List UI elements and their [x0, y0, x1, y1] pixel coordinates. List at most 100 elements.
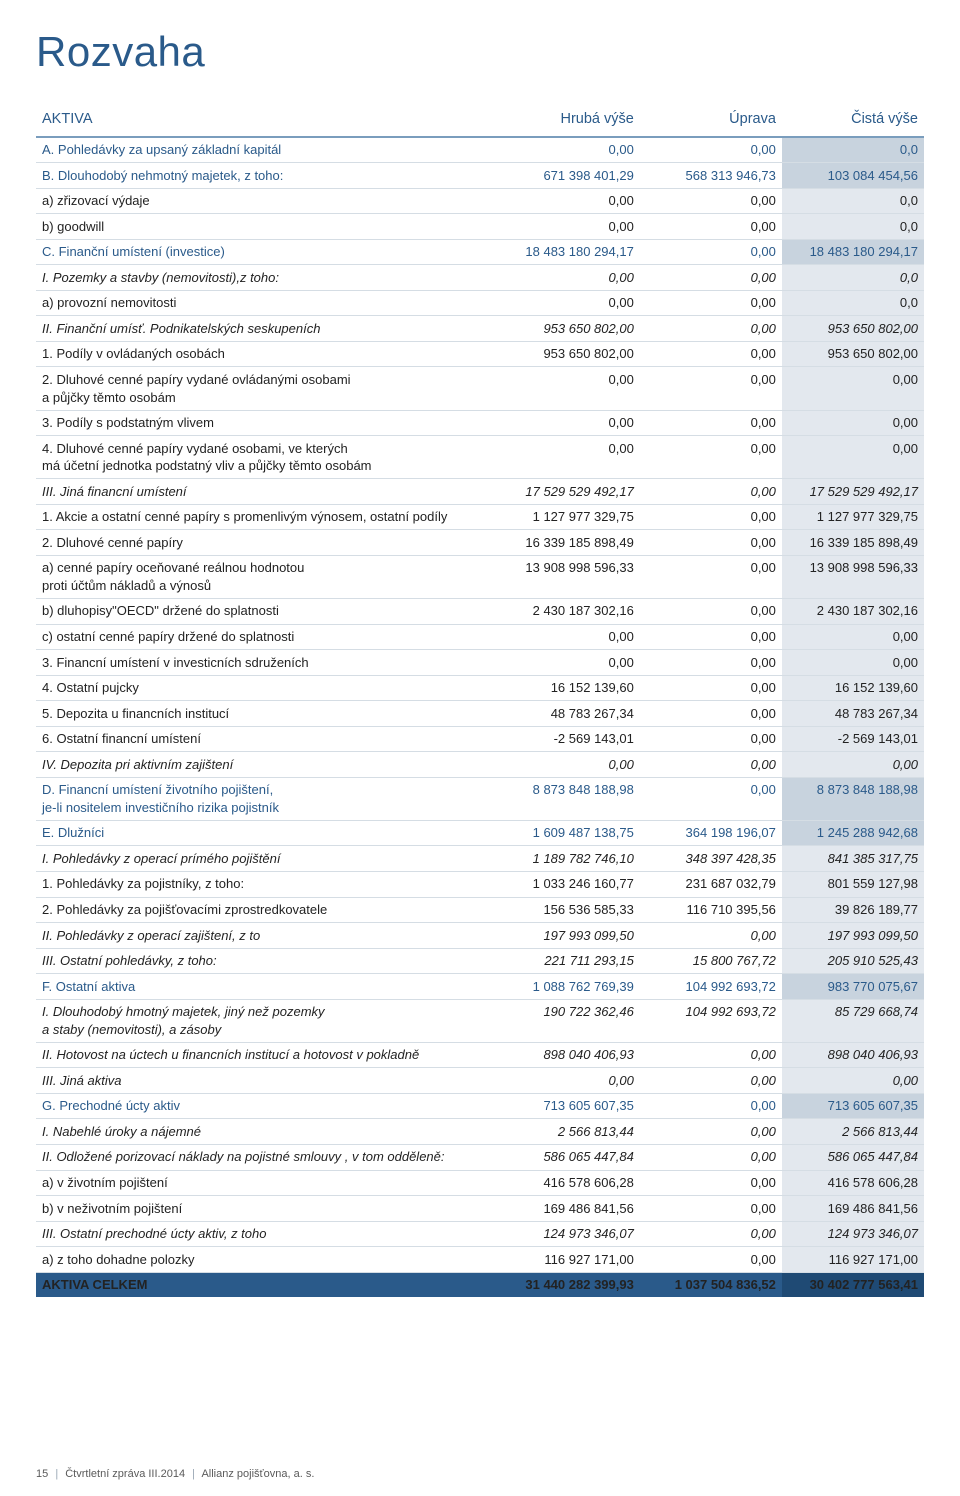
row-value: 953 650 802,00 [782, 341, 924, 367]
table-row: III. Ostatní prechodné úcty aktiv, z toh… [36, 1221, 924, 1247]
row-label: II. Pohledávky z operací zajištení, z to [36, 923, 498, 949]
row-value: 0,0 [782, 290, 924, 316]
table-row: 2. Dluhové cenné papíry vydané ovládaným… [36, 367, 924, 410]
table-row: 5. Depozita u financních institucí48 783… [36, 701, 924, 727]
row-value: 1 088 762 769,39 [498, 974, 640, 1000]
col-header-net: Čistá výše [782, 104, 924, 137]
table-row: II. Hotovost na úctech u financních inst… [36, 1042, 924, 1068]
row-value: 898 040 406,93 [498, 1042, 640, 1068]
table-row: AKTIVA CELKEM31 440 282 399,931 037 504 … [36, 1272, 924, 1297]
row-value: 0,00 [640, 316, 782, 342]
row-label: A. Pohledávky za upsaný základní kapitál [36, 137, 498, 163]
row-value: 16 152 139,60 [782, 675, 924, 701]
table-row: II. Pohledávky z operací zajištení, z to… [36, 923, 924, 949]
table-row: A. Pohledávky za upsaný základní kapitál… [36, 137, 924, 163]
row-value: 0,00 [640, 726, 782, 752]
row-value: 0,00 [640, 367, 782, 410]
table-row: I. Pozemky a stavby (nemovitosti),z toho… [36, 265, 924, 291]
table-row: I. Nabehlé úroky a nájemné2 566 813,440,… [36, 1119, 924, 1145]
table-row: a) v životním pojištení416 578 606,280,0… [36, 1170, 924, 1196]
row-label: a) zřizovací výdaje [36, 188, 498, 214]
row-value: 116 710 395,56 [640, 897, 782, 923]
row-value: 713 605 607,35 [498, 1093, 640, 1119]
footer-page: 15 [36, 1468, 48, 1480]
row-value: 156 536 585,33 [498, 897, 640, 923]
table-row: 3. Financní umístení v investicních sdru… [36, 650, 924, 676]
row-label: I. Dlouhodobý hmotný majetek, jiný než p… [36, 999, 498, 1042]
row-value: 2 430 187 302,16 [498, 598, 640, 624]
row-label: B. Dlouhodobý nehmotný majetek, z toho: [36, 163, 498, 189]
row-value: 0,00 [498, 214, 640, 240]
row-value: 1 033 246 160,77 [498, 871, 640, 897]
row-value: 231 687 032,79 [640, 871, 782, 897]
row-label: 5. Depozita u financních institucí [36, 701, 498, 727]
row-value: 0,00 [640, 1196, 782, 1222]
row-value: 0,00 [782, 650, 924, 676]
row-value: 0,00 [640, 675, 782, 701]
row-value: 0,00 [640, 1119, 782, 1145]
row-value: 39 826 189,77 [782, 897, 924, 923]
row-value: 0,00 [498, 367, 640, 410]
row-value: 0,00 [498, 265, 640, 291]
table-row: b) dluhopisy"OECD" držené do splatnosti2… [36, 598, 924, 624]
row-label: b) goodwill [36, 214, 498, 240]
row-value: 17 529 529 492,17 [498, 479, 640, 505]
table-row: 3. Podíly s podstatným vlivem0,000,000,0… [36, 410, 924, 436]
row-value: 0,00 [498, 188, 640, 214]
row-value: 0,00 [640, 1247, 782, 1273]
row-label: AKTIVA CELKEM [36, 1272, 498, 1297]
row-label: III. Ostatní pohledávky, z toho: [36, 948, 498, 974]
row-value: 0,00 [640, 436, 782, 479]
row-value: 103 084 454,56 [782, 163, 924, 189]
row-value: 1 127 977 329,75 [498, 504, 640, 530]
table-row: IV. Depozita pri aktivním zajištení0,000… [36, 752, 924, 778]
row-value: 0,00 [782, 367, 924, 410]
row-label: 2. Pohledávky za pojišťovacími zprostred… [36, 897, 498, 923]
row-value: 0,00 [782, 624, 924, 650]
table-row: a) provozní nemovitosti0,000,000,0 [36, 290, 924, 316]
row-value: 416 578 606,28 [782, 1170, 924, 1196]
row-value: 0,00 [782, 1068, 924, 1094]
table-row: 1. Podíly v ovládaných osobách953 650 80… [36, 341, 924, 367]
row-value: 16 339 185 898,49 [782, 530, 924, 556]
row-value: 0,00 [640, 624, 782, 650]
row-value: 0,00 [640, 265, 782, 291]
row-value: 124 973 346,07 [782, 1221, 924, 1247]
row-value: 0,00 [498, 410, 640, 436]
row-value: 0,00 [640, 188, 782, 214]
row-value: 0,00 [640, 1093, 782, 1119]
row-value: 0,00 [498, 1068, 640, 1094]
row-label: I. Nabehlé úroky a nájemné [36, 1119, 498, 1145]
row-label: 6. Ostatní financní umístení [36, 726, 498, 752]
row-value: 48 783 267,34 [498, 701, 640, 727]
row-value: 0,00 [640, 701, 782, 727]
row-value: 190 722 362,46 [498, 999, 640, 1042]
row-value: 0,00 [782, 752, 924, 778]
table-row: D. Financní umístení životního pojištení… [36, 777, 924, 820]
page-title: Rozvaha [36, 28, 924, 76]
row-value: 0,00 [640, 290, 782, 316]
table-row: 2. Pohledávky za pojišťovacími zprostred… [36, 897, 924, 923]
row-value: 8 873 848 188,98 [782, 777, 924, 820]
row-value: 30 402 777 563,41 [782, 1272, 924, 1297]
row-value: 197 993 099,50 [782, 923, 924, 949]
row-value: 671 398 401,29 [498, 163, 640, 189]
table-row: III. Ostatní pohledávky, z toho:221 711 … [36, 948, 924, 974]
row-label: D. Financní umístení životního pojištení… [36, 777, 498, 820]
table-row: a) zřizovací výdaje0,000,000,0 [36, 188, 924, 214]
row-value: 18 483 180 294,17 [782, 239, 924, 265]
table-row: E. Dlužníci1 609 487 138,75364 198 196,0… [36, 820, 924, 846]
row-value: 0,00 [640, 1068, 782, 1094]
table-row: b) v neživotním pojištení169 486 841,560… [36, 1196, 924, 1222]
row-label: a) z toho dohadne polozky [36, 1247, 498, 1273]
row-label: III. Jiná aktiva [36, 1068, 498, 1094]
footer-sep: | [55, 1468, 58, 1480]
table-row: F. Ostatní aktiva1 088 762 769,39104 992… [36, 974, 924, 1000]
row-value: 0,00 [640, 598, 782, 624]
row-value: 0,00 [640, 479, 782, 505]
row-value: 0,00 [498, 624, 640, 650]
row-value: 0,00 [498, 137, 640, 163]
row-value: 713 605 607,35 [782, 1093, 924, 1119]
table-row: I. Pohledávky z operací prímého pojištěn… [36, 846, 924, 872]
row-label: IV. Depozita pri aktivním zajištení [36, 752, 498, 778]
